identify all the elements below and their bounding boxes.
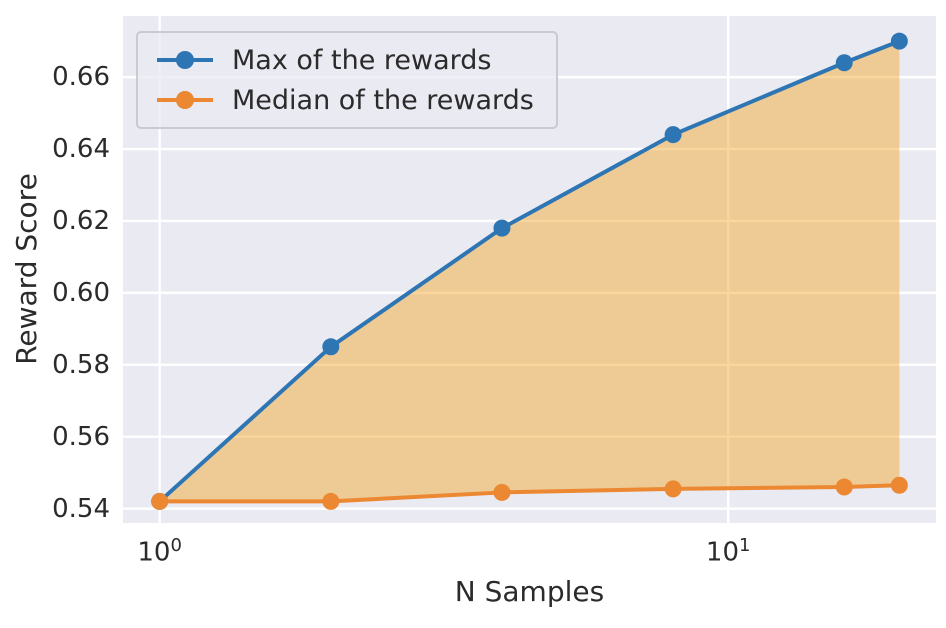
data-point-median [322, 492, 340, 510]
y-tick-label: 0.64 [52, 134, 110, 165]
data-point-max [493, 219, 511, 237]
legend-item-max: Max of the rewards [154, 42, 534, 78]
data-point-max [322, 338, 340, 356]
y-tick-label: 0.58 [52, 349, 110, 380]
y-axis-title: Reward Score [10, 173, 43, 365]
y-tick-label: 0.62 [52, 205, 110, 236]
x-tick-label: 101 [705, 535, 751, 568]
legend: Max of the rewards Median of the rewards [136, 31, 558, 129]
data-point-median [664, 480, 682, 498]
y-tick-label: 0.66 [52, 62, 110, 93]
legend-label-median: Median of the rewards [232, 84, 534, 116]
y-tick-label: 0.54 [52, 493, 110, 524]
fill-between-layer [159, 41, 900, 502]
data-point-median [835, 478, 853, 496]
y-tick-label: 0.56 [52, 421, 110, 452]
data-point-median [890, 476, 908, 494]
legend-line-marker-median-icon [157, 91, 213, 109]
series-layer [151, 32, 908, 510]
x-axis-title: N Samples [123, 578, 936, 606]
data-point-max [835, 54, 853, 72]
y-tick-label: 0.60 [52, 277, 110, 308]
y-axis-title-text: Reward Score [10, 173, 43, 365]
x-axis-title-text: N Samples [454, 575, 605, 608]
legend-item-median: Median of the rewards [154, 82, 534, 118]
fill-between-area [159, 41, 900, 502]
data-point-median [151, 492, 169, 510]
series-line-max [157, 39, 902, 504]
data-point-median [493, 483, 511, 501]
legend-line-marker-max-icon [157, 51, 213, 69]
series-line-median [157, 483, 902, 504]
legend-label-max: Max of the rewards [232, 44, 492, 76]
x-tick-label: 100 [137, 535, 182, 568]
data-point-max [890, 32, 908, 50]
data-point-max [664, 126, 682, 144]
